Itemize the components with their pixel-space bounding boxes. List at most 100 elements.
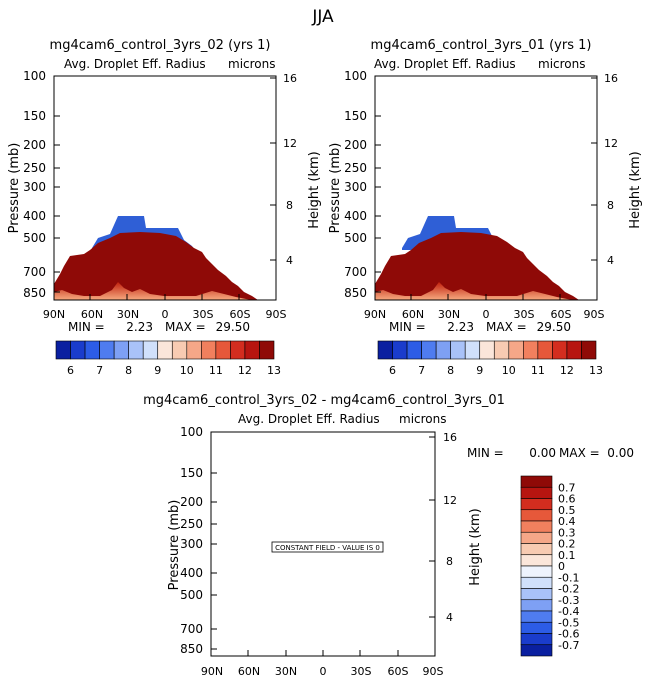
- panel-3-colorbar-label: 0.2: [558, 538, 576, 551]
- panel-3-ylabel: Pressure (mb): [167, 500, 182, 591]
- panel-1-title: mg4cam6_control_3yrs_02 (yrs 1): [50, 38, 271, 53]
- panel-3-colorbar-label: 0.3: [558, 526, 576, 539]
- panel-1-colorbar-swatch: [84, 340, 100, 360]
- panel-3-ytick-label: 150: [180, 466, 203, 480]
- panel-2-colorbar-label: 6: [389, 364, 396, 377]
- panel-2-colorbar-label: 10: [502, 364, 516, 377]
- panel-1-xtick-label: 90S: [266, 308, 287, 321]
- panel-1-ytick-label: 300: [23, 180, 46, 194]
- panel-1-colorbar-label: 9: [154, 364, 161, 377]
- panel-3-colorbar-label: -0.6: [558, 628, 579, 641]
- panel-2-colorbar-swatch: [493, 340, 510, 360]
- panel-1-colorbar-swatch: [55, 340, 71, 360]
- panel-1-ytick-label: 100: [23, 69, 46, 83]
- panel-2: mg4cam6_control_3yrs_01 (yrs 1) Avg. Dro…: [328, 38, 643, 377]
- panel-3-y2tick-label: 12: [443, 494, 457, 507]
- panel-3-colorbar-label: 0.4: [558, 515, 576, 528]
- panel-1-xtick-label: 30N: [117, 308, 139, 321]
- panel-3-ytick-label: 700: [180, 622, 203, 636]
- panel-1-colorbar-swatch: [186, 340, 202, 360]
- panel-1-ylabel: Pressure (mb): [7, 143, 22, 234]
- panel-2-colorbar-label: 7: [418, 364, 425, 377]
- panel-3-colorbar-label: -0.2: [558, 583, 579, 596]
- panel-1-colorbar-swatch: [230, 340, 246, 360]
- panel-3-xtick-label: 90N: [201, 665, 223, 678]
- panel-1-colorbar-label: 8: [125, 364, 132, 377]
- panel-2-colorbar-swatch: [421, 340, 437, 360]
- panel-2-colorbar-swatch: [435, 340, 451, 360]
- panel-1-colorbar-swatch: [171, 340, 188, 360]
- panel-3-xtick-label: 30S: [351, 665, 372, 678]
- panel-1-red-body: [54, 232, 258, 300]
- panel-1: mg4cam6_control_3yrs_02 (yrs 1) Avg. Dro…: [7, 38, 322, 377]
- panel-3-colorbar-swatch: [520, 531, 553, 544]
- panel-2-ytick-label: 700: [344, 265, 367, 279]
- panel-1-xtick-label: 60N: [81, 308, 103, 321]
- panel-1-y2tick-label: 12: [283, 137, 297, 150]
- panel-2-colorbar: 6 7 8 9 10 11 12 13: [377, 340, 603, 377]
- panel-3-min-value: 0.00: [529, 446, 556, 460]
- panel-1-colorbar-label: 13: [267, 364, 281, 377]
- panel-2-y2tick-label: 12: [604, 137, 618, 150]
- panel-1-ytick-label: 400: [23, 209, 46, 223]
- panel-3-colorbar-label: 0.6: [558, 493, 576, 506]
- panel-3-ytick-label: 100: [180, 425, 203, 439]
- panel-2-colorbar-swatch: [523, 340, 539, 360]
- panel-3-colorbar-swatch: [520, 520, 553, 533]
- panel-1-colorbar-swatch: [142, 340, 159, 360]
- panel-2-ytick-label: 250: [344, 161, 367, 175]
- panel-3-colorbar-swatch: [520, 621, 553, 634]
- panel-2-xtick-label: 0: [483, 308, 490, 321]
- panel-1-max-value: 29.50: [216, 320, 250, 334]
- panel-1-variable: Avg. Droplet Eff. Radius: [64, 57, 206, 71]
- panel-1-xtick-label: 90N: [43, 308, 65, 321]
- panel-2-xtick-label: 30S: [514, 308, 535, 321]
- panel-2-y2tick-label: 8: [607, 199, 614, 212]
- panel-2-colorbar-swatch: [479, 340, 495, 360]
- panel-1-max-label: MAX =: [165, 320, 206, 334]
- panel-3-colorbar-label: 0: [558, 560, 565, 573]
- panel-2-xtick-label: 60S: [551, 308, 572, 321]
- panel-3: mg4cam6_control_3yrs_02 - mg4cam6_contro…: [143, 393, 634, 678]
- panel-1-xtick-label: 60S: [230, 308, 251, 321]
- panel-3-colorbar-swatch: [520, 543, 553, 556]
- page-title: JJA: [311, 7, 334, 27]
- panel-3-colorbar-swatch: [520, 644, 553, 657]
- panel-1-colorbar-label: 11: [209, 364, 223, 377]
- panel-2-colorbar-label: 13: [589, 364, 603, 377]
- panel-3-annotation-box: [271, 541, 384, 553]
- panel-1-colorbar-swatch: [201, 340, 217, 360]
- panel-2-colorbar-swatch: [406, 340, 422, 360]
- panel-2-ytick-label: 850: [344, 286, 367, 300]
- panel-2-colorbar-label: 11: [531, 364, 545, 377]
- panel-3-max-label: MAX =: [559, 446, 600, 460]
- panel-2-colorbar-swatch: [464, 340, 481, 360]
- panel-1-xtick-label: 0: [162, 308, 169, 321]
- panel-2-colorbar-label: 8: [447, 364, 454, 377]
- panel-1-y2tick-label: 16: [283, 72, 297, 85]
- panel-3-max-value: 0.00: [607, 446, 634, 460]
- panel-3-colorbar: 0.70.60.50.40.30.20.10-0.1-0.2-0.3-0.4-0…: [520, 475, 579, 657]
- panel-1-units: microns: [228, 57, 276, 71]
- panel-3-colorbar-swatch: [520, 588, 553, 601]
- panel-3-colorbar-label: -0.5: [558, 616, 579, 629]
- panel-3-ytick-label: 850: [180, 642, 203, 656]
- panel-3-units: microns: [399, 412, 447, 426]
- panel-2-y2label: Height (km): [628, 151, 643, 228]
- panel-3-ytick-label: 200: [180, 495, 203, 509]
- panel-2-colorbar-label: 9: [476, 364, 483, 377]
- panel-1-colorbar-label: 7: [96, 364, 103, 377]
- panel-1-y2label: Height (km): [307, 151, 322, 228]
- panel-1-xtick-label: 30S: [193, 308, 214, 321]
- panel-3-colorbar-swatch: [520, 565, 553, 578]
- panel-2-xtick-label: 60N: [402, 308, 424, 321]
- panel-3-colorbar-swatch: [520, 475, 553, 488]
- panel-3-colorbar-swatch: [520, 509, 553, 522]
- panel-3-variable: Avg. Droplet Eff. Radius: [238, 412, 380, 426]
- panel-2-min-label: MIN =: [389, 320, 426, 334]
- panel-3-annotation: CONSTANT FIELD - VALUE IS 0: [275, 544, 380, 552]
- panel-3-ytick-label: 400: [180, 566, 203, 580]
- panel-3-colorbar-swatch: [520, 554, 553, 567]
- panel-1-y2tick-label: 8: [286, 199, 293, 212]
